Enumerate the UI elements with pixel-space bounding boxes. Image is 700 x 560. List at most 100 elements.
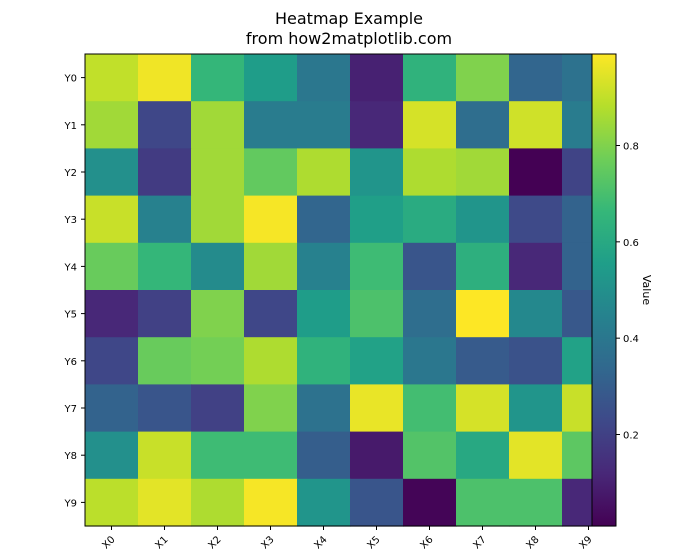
heatmap-cell	[509, 195, 563, 244]
heatmap-cell	[85, 101, 139, 149]
y-axis: Y0 Y1 Y2 Y3 Y4 Y5 Y6 Y7 Y8 Y9	[64, 74, 85, 509]
heatmap-cell	[138, 478, 192, 527]
y-tick-label: Y4	[64, 262, 77, 273]
heatmap-cell	[403, 148, 457, 197]
chart-title: Heatmap Example	[275, 9, 423, 28]
y-tick-label: Y2	[64, 168, 77, 179]
colorbar-tick-label: 0.2	[623, 430, 639, 441]
heatmap-cell	[350, 101, 404, 149]
x-tick-label: X1	[153, 534, 170, 551]
heatmap-cell	[85, 242, 139, 291]
heatmap-cell	[297, 54, 351, 102]
heatmap-cell	[297, 431, 351, 480]
heatmap-cell	[509, 384, 563, 433]
heatmap-cell	[191, 431, 245, 480]
heatmap-cell	[191, 148, 245, 197]
x-tick-label: X6	[418, 534, 435, 551]
heatmap-cell	[509, 431, 563, 480]
heatmap-cell	[403, 337, 457, 385]
heatmap-cell	[244, 337, 298, 385]
heatmap-cell	[191, 101, 245, 149]
heatmap-cell	[456, 478, 510, 527]
x-tick-label: X3	[259, 534, 276, 551]
heatmap-cell	[297, 290, 351, 338]
heatmap-cell	[244, 242, 298, 291]
heatmap-cell	[403, 431, 457, 480]
heatmap-cell	[244, 384, 298, 433]
x-tick-label: X9	[577, 534, 594, 551]
heatmap-cells	[85, 54, 616, 527]
heatmap-cell	[509, 478, 563, 527]
heatmap-cell	[85, 54, 139, 102]
y-tick-label: Y9	[64, 498, 77, 509]
heatmap-cell	[85, 478, 139, 527]
colorbar-axis: 0.2 0.4 0.6 0.8	[616, 142, 639, 441]
heatmap-cell	[138, 195, 192, 244]
x-tick-label: X2	[206, 534, 223, 551]
colorbar-label: Value	[640, 275, 653, 305]
heatmap-cell	[403, 384, 457, 433]
heatmap-cell	[350, 337, 404, 385]
heatmap-cell	[456, 384, 510, 433]
heatmap-cell	[191, 384, 245, 433]
heatmap-cell	[509, 337, 563, 385]
y-tick-label: Y3	[64, 215, 77, 226]
x-tick-label: X8	[524, 534, 541, 551]
heatmap-cell	[244, 478, 298, 527]
heatmap-cell	[244, 54, 298, 102]
heatmap-cell	[191, 478, 245, 527]
heatmap-cell	[191, 242, 245, 291]
colorbar	[591, 53, 617, 527]
x-tick-label: X0	[100, 534, 117, 551]
x-tick-label: X7	[471, 534, 488, 551]
colorbar-tick-label: 0.8	[623, 142, 639, 153]
heatmap-cell	[350, 478, 404, 527]
x-tick-label: X4	[312, 534, 329, 551]
heatmap-cell	[456, 337, 510, 385]
y-tick-label: Y7	[64, 404, 77, 415]
heatmap-cell	[244, 101, 298, 149]
heatmap-cell	[244, 290, 298, 338]
heatmap-cell	[244, 431, 298, 480]
heatmap-cell	[85, 195, 139, 244]
heatmap-cell	[297, 337, 351, 385]
heatmap-cell	[297, 101, 351, 149]
heatmap-cell	[191, 290, 245, 338]
heatmap-cell	[85, 431, 139, 480]
heatmap-cell	[138, 290, 192, 338]
heatmap-cell	[456, 290, 510, 338]
heatmap-cell	[456, 54, 510, 102]
heatmap-cell	[350, 384, 404, 433]
heatmap-cell	[85, 290, 139, 338]
heatmap-cell	[509, 242, 563, 291]
heatmap-cell	[456, 431, 510, 480]
heatmap-cell	[297, 195, 351, 244]
chart-subtitle: from how2matplotlib.com	[246, 29, 452, 48]
y-tick-label: Y8	[64, 451, 77, 462]
heatmap-cell	[297, 242, 351, 291]
heatmap-cell	[403, 54, 457, 102]
heatmap-cell	[456, 195, 510, 244]
heatmap-cell	[191, 54, 245, 102]
y-tick-label: Y5	[64, 310, 77, 321]
heatmap-cell	[509, 290, 563, 338]
heatmap-cell	[403, 478, 457, 527]
heatmap-cell	[456, 101, 510, 149]
heatmap-cell	[244, 148, 298, 197]
heatmap-cell	[297, 148, 351, 197]
heatmap-cell	[138, 431, 192, 480]
heatmap-cell	[244, 195, 298, 244]
heatmap-cell	[509, 148, 563, 197]
y-tick-label: Y6	[64, 357, 77, 368]
heatmap-cell	[403, 242, 457, 291]
heatmap-cell	[85, 384, 139, 433]
heatmap-cell	[403, 290, 457, 338]
heatmap-cell	[456, 148, 510, 197]
heatmap-cell	[85, 337, 139, 385]
heatmap-cell	[509, 101, 563, 149]
heatmap-cell	[350, 290, 404, 338]
heatmap-cell	[509, 54, 563, 102]
x-axis: X0 X1 X2 X3 X4 X5 X6 X7 X8 X9	[100, 526, 595, 551]
heatmap-cell	[138, 242, 192, 291]
heatmap-cell	[191, 195, 245, 244]
